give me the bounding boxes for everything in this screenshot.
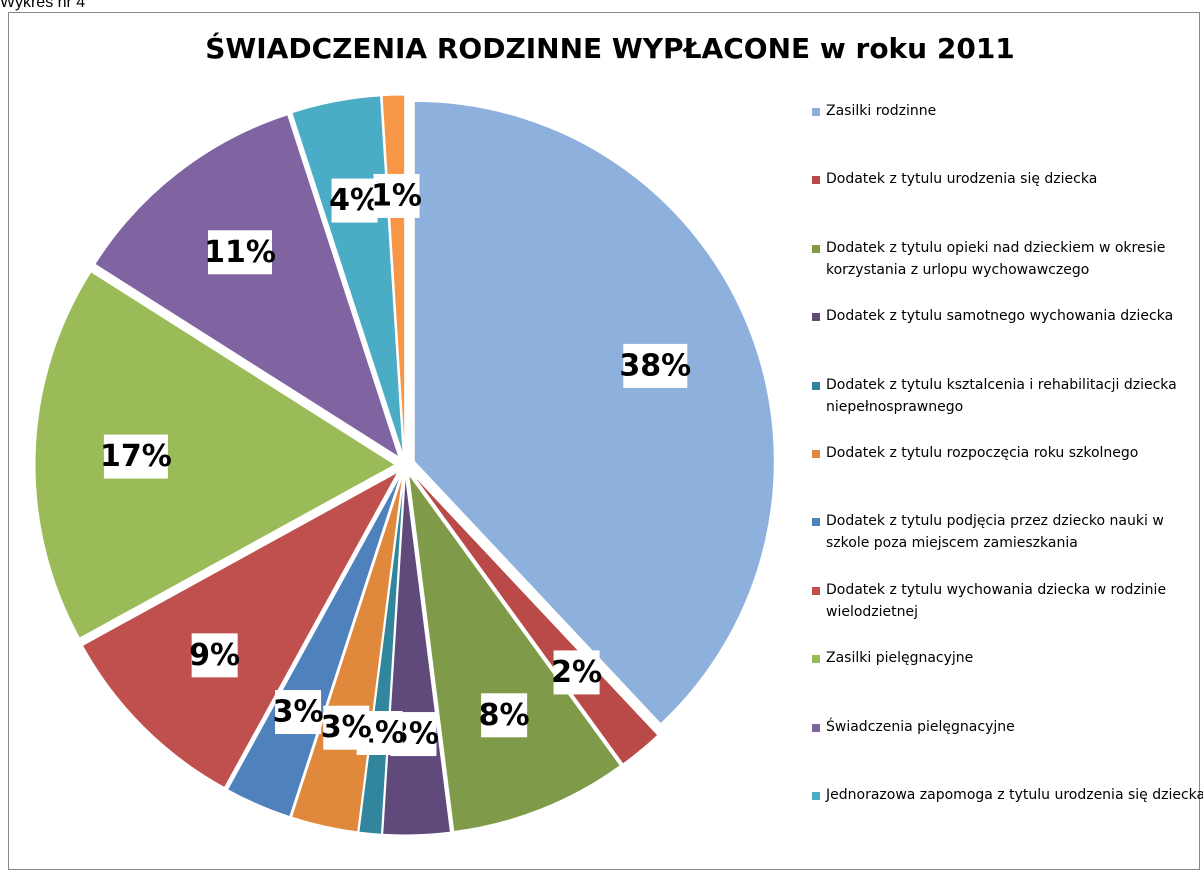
legend-item: Dodatek z tytulu urodzenia się dziecka (812, 168, 1203, 190)
legend-swatch (812, 381, 820, 390)
label-box (331, 178, 378, 223)
page-label: Wykres nr 4 (0, 0, 86, 11)
label-box (373, 173, 420, 218)
data-label: 3% (321, 710, 372, 745)
label-box (481, 693, 528, 738)
data-label: 8% (479, 698, 530, 733)
data-label: 4% (329, 183, 380, 218)
data-label: 17% (100, 439, 172, 474)
legend-item: Zasilki rodzinne (812, 100, 1203, 122)
legend-item: Jednorazowa zapomoga z tytulu urodzenia … (812, 784, 1203, 806)
legend-swatch (812, 792, 820, 800)
legend-swatch (812, 244, 820, 253)
legend-item: Dodatek z tytulu samotnego wychowania dz… (812, 305, 1203, 327)
legend-label: Dodatek z tytulu opieki nad dzieckiem w … (826, 239, 1166, 278)
chart-frame (8, 12, 1200, 870)
legend-swatch (812, 655, 820, 664)
legend-swatch (812, 450, 820, 458)
legend-item: Dodatek z tytulu wychowania dziecka w ro… (812, 579, 1203, 623)
legend-item: Zasilki pielęgnacyjne (812, 647, 1203, 669)
legend-swatch (812, 518, 820, 527)
pie-slice (81, 470, 400, 789)
legend-swatch (812, 723, 820, 732)
pie-slice (290, 474, 404, 833)
legend-swatch (812, 176, 820, 185)
label-box (103, 434, 168, 479)
legend-label: Jednorazowa zapomoga z tytulu urodzenia … (826, 787, 1203, 803)
chart-title: ŚWIADCZENIA RODZINNE WYPŁACONE w roku 20… (205, 31, 1015, 65)
label-box (623, 343, 688, 388)
data-label: 3% (273, 695, 324, 730)
legend-label: Dodatek z tytulu ksztalcenia i rehabilit… (826, 376, 1177, 415)
data-label: 38% (619, 348, 691, 383)
pie-slice (94, 114, 400, 459)
pie-slice (226, 473, 402, 818)
legend-item: Świadczenia pielęgnacyjne (812, 716, 1203, 738)
legend-label: Dodatek z tytulu wychowania dziecka w ro… (826, 581, 1167, 620)
legend-swatch (812, 108, 820, 116)
legend-item: Dodatek z tytulu opieki nad dzieckiem w … (812, 237, 1203, 281)
legend-item: Dodatek z tytulu rozpoczęcia roku szkoln… (812, 442, 1203, 464)
pie-slice (34, 271, 396, 639)
legend-label: Zasilki pielęgnacyjne (826, 650, 974, 667)
label-box (323, 705, 370, 750)
pie-slice (413, 100, 775, 725)
label-box (208, 230, 273, 275)
data-label: 9% (189, 638, 240, 673)
legend-label: Dodatek z tytulu urodzenia się dziecka (826, 171, 1098, 188)
data-label: 1% (371, 178, 422, 213)
label-box (275, 690, 322, 735)
legend-item: Dodatek z tytulu ksztalcenia i rehabilit… (812, 374, 1203, 418)
legend-label: Dodatek z tytulu samotnego wychowania dz… (826, 308, 1174, 325)
legend-label: Dodatek z tytulu podjęcia przez dziecko … (826, 513, 1164, 552)
data-label: 2% (551, 655, 602, 690)
legend-label: Dodatek z tytulu rozpoczęcia roku szkoln… (826, 445, 1139, 461)
legend-item: Dodatek z tytulu podjęcia przez dziecko … (812, 510, 1203, 554)
legend-swatch (812, 586, 820, 595)
label-box (191, 633, 238, 678)
legend-swatch (812, 313, 820, 322)
legend-label: Świadczenia pielęgnacyjne (826, 718, 1015, 735)
label-box (553, 650, 600, 695)
data-label: 11% (204, 235, 276, 270)
legend-label: Zasilki rodzinne (826, 103, 937, 119)
pie-slice (408, 474, 621, 833)
